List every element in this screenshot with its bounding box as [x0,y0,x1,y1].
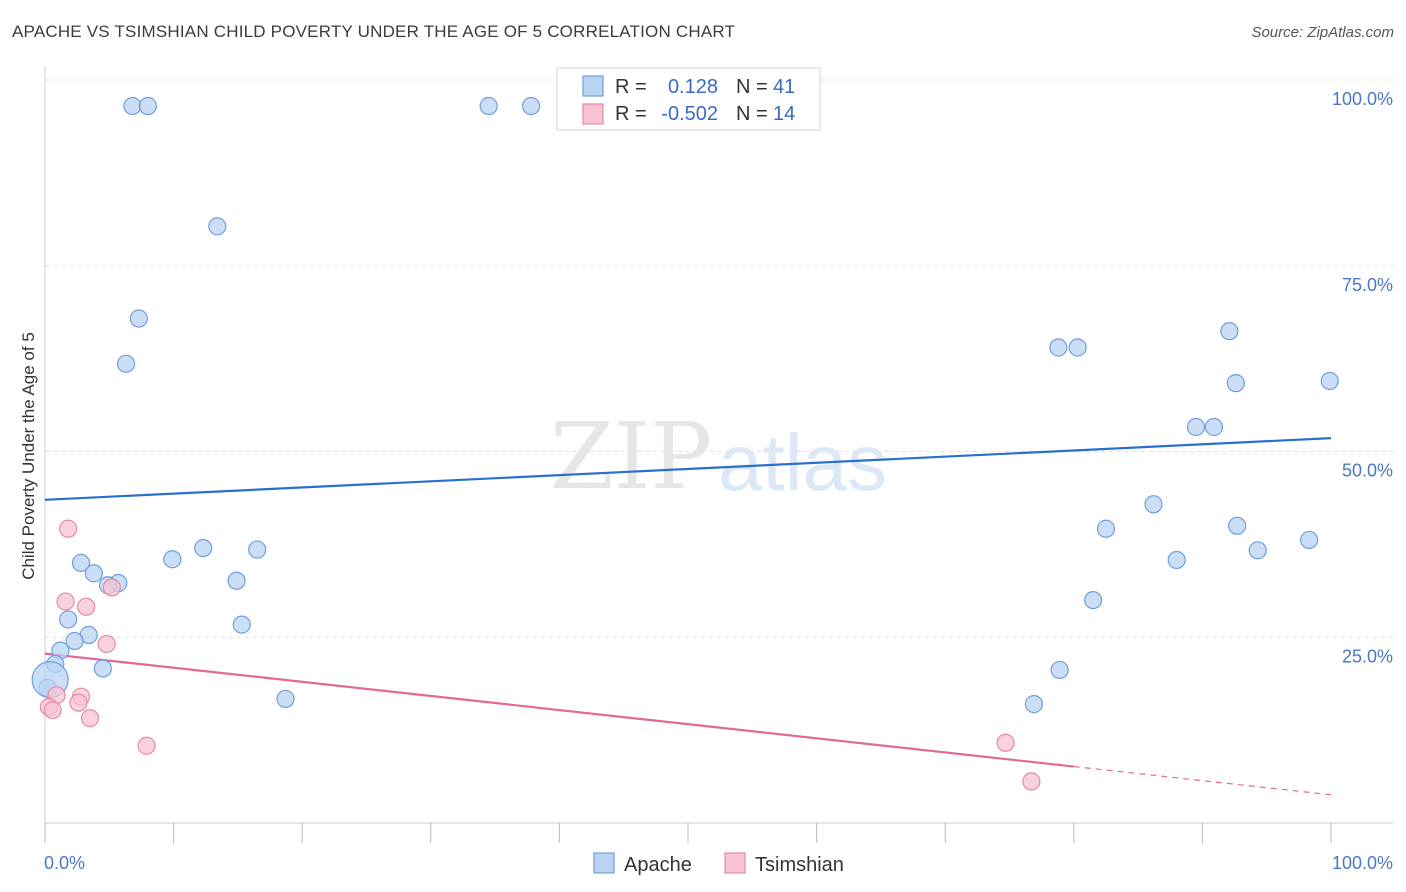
legend-n-label-apache: N = [736,76,768,98]
apache-point-28 [1320,371,1339,391]
apache-point-4 [208,217,227,236]
apache-point-25 [1068,338,1087,357]
apache-point-11 [84,564,103,583]
tsimshian-point-7 [69,693,88,712]
apache-point-36 [1167,550,1186,570]
apache-point-2 [479,96,498,116]
legend-swatch-tsimshian [582,103,604,125]
apache-point-7 [194,538,213,558]
correlation-legend: R = 0.128 N = 41 R = -0.502 N = 14 [556,67,821,131]
trend-lines [44,437,1332,796]
apache-point-31 [1144,495,1163,514]
legend-n-value-tsimshian: 14 [773,103,795,125]
y-tick-label-0: 25.0% [1342,646,1393,666]
apache-point-10 [71,553,91,573]
apache-point-9 [163,550,182,569]
y-tick-label-1: 50.0% [1342,461,1393,481]
tsimshian-trend-line [44,652,1074,768]
apache-point-37 [1083,590,1103,610]
apache-point-23 [276,689,295,709]
y-axis-label: Child Poverty Under the Age of 5 [19,332,38,580]
y-tick-label-2: 75.0% [1342,275,1393,295]
legend-r-label-apache: R = [615,76,647,98]
grid-lines [45,79,1393,638]
x-tick-label-1: 100.0% [1332,853,1393,873]
series-legend-swatch-tsimshian [724,852,746,874]
apache-point-34 [1248,541,1267,560]
tsimshian-point-13 [1022,772,1041,791]
apache-point-15 [59,610,78,629]
legend-r-value-apache: 0.128 [668,76,718,98]
chart-title: APACHE VS TSIMSHIAN CHILD POVERTY UNDER … [12,22,736,41]
legend-swatch-apache [582,75,604,97]
apache-point-16 [232,615,251,634]
tsimshian-point-2 [77,597,96,616]
apache-point-39 [1024,695,1044,714]
apache-trend-line [44,437,1332,501]
apache-point-35 [1300,530,1319,550]
apache-point-1 [138,96,157,116]
tsimshian-point-0 [59,519,78,538]
tsimshian-point-12 [996,733,1015,752]
apache-point-21 [93,659,112,678]
apache-point-26 [1220,322,1239,341]
source-label: Source: ZipAtlas.com [1251,24,1394,41]
tsimshian-point-1 [56,592,75,611]
apache-point-5 [129,309,148,328]
apache-point-24 [1049,338,1068,357]
y-tick-label-3: 100.0% [1332,89,1393,109]
tsimshian-point-10 [80,709,100,728]
tsimshian-trend-extension [1073,765,1332,796]
apache-point-8 [248,540,267,559]
series-legend: Apache Tsimshian [593,852,844,876]
apache-point-33 [1228,516,1247,535]
apache-point-32 [1096,519,1116,538]
apache-point-13 [227,571,246,590]
tsimshian-point-11 [137,736,156,755]
x-tick-labels: 0.0% 100.0% [44,853,1393,873]
apache-point-6 [116,354,136,373]
series-legend-swatch-apache [593,852,615,874]
x-tick-label-0: 0.0% [44,853,85,873]
apache-point-3 [522,96,541,116]
tsimshian-point-3 [102,578,121,597]
tsimshian-point-9 [43,700,62,720]
y-tick-labels: 25.0% 50.0% 75.0% 100.0% [1332,89,1393,666]
apache-point-27 [1226,374,1245,393]
watermark: ZIP atlas [550,403,887,510]
apache-point-0 [123,96,142,116]
tsimshian-point-4 [97,634,116,654]
apache-point-29 [1186,417,1206,437]
series-legend-apache: Apache [624,854,692,876]
data-points [31,96,1339,791]
watermark-zip: ZIP [550,403,712,510]
apache-point-18 [65,631,84,651]
legend-r-value-tsimshian: -0.502 [661,103,718,125]
apache-point-38 [1050,660,1069,680]
legend-n-label-tsimshian: N = [736,103,768,125]
legend-n-value-apache: 41 [773,76,795,98]
legend-r-label-tsimshian: R = [615,103,647,125]
apache-point-30 [1204,417,1224,437]
series-legend-tsimshian: Tsimshian [755,854,844,876]
